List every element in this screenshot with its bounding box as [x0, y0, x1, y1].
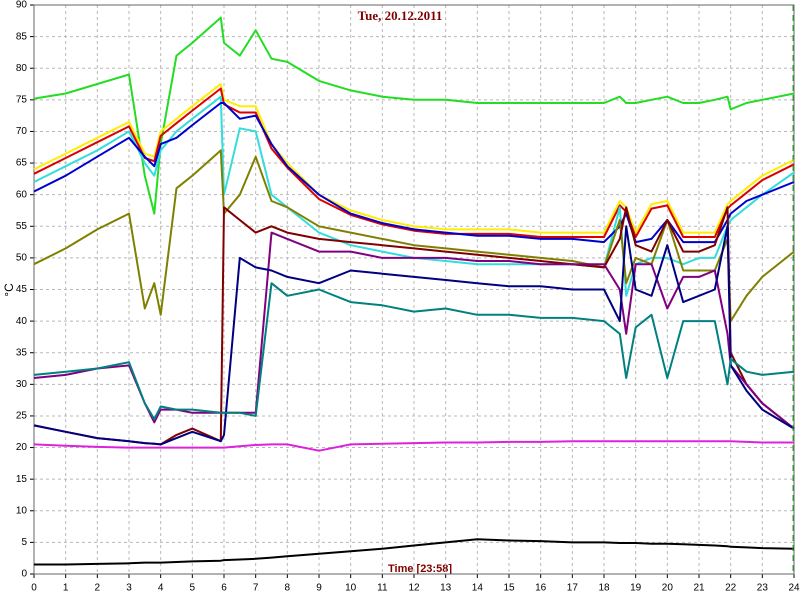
x-tick-label: 2	[95, 583, 101, 594]
series-line	[33, 231, 795, 430]
x-tick-label: 14	[472, 583, 484, 594]
x-tick-label: 22	[725, 583, 737, 594]
y-tick-label: 50	[16, 253, 28, 264]
x-tick-label: 8	[285, 583, 291, 594]
series-line	[33, 149, 795, 323]
x-axis-label: Time [23:58]	[388, 563, 452, 575]
x-tick-label: 21	[693, 583, 705, 594]
x-tick-label: 5	[190, 583, 196, 594]
series-line	[33, 83, 795, 234]
y-axis-label: °C	[2, 283, 16, 297]
x-tick-label: 15	[503, 583, 515, 594]
y-tick-label: 85	[16, 31, 28, 42]
series-line	[33, 87, 795, 238]
x-tick-label: 11	[377, 583, 388, 594]
y-tick-label: 60	[16, 189, 28, 200]
y-tick-label: 0	[21, 569, 27, 580]
x-tick-label: 3	[126, 583, 132, 594]
x-tick-label: 9	[316, 583, 322, 594]
y-tick-label: 40	[16, 316, 28, 327]
x-tick-label: 17	[567, 583, 579, 594]
x-tick-label: 24	[788, 583, 800, 594]
y-tick-label: 30	[16, 379, 28, 390]
y-tick-label: 75	[16, 94, 28, 105]
x-tick-label: 10	[345, 583, 357, 594]
x-tick-label: 20	[662, 583, 674, 594]
series-line	[33, 102, 795, 244]
y-tick-label: 25	[16, 411, 28, 422]
series-line	[34, 538, 795, 566]
x-tick-label: 0	[31, 583, 37, 594]
x-tick-label: 18	[598, 583, 610, 594]
x-tick-label: 7	[253, 583, 259, 594]
x-tick-label: 19	[630, 583, 642, 594]
series-line	[33, 440, 794, 452]
x-tick-label: 6	[221, 583, 227, 594]
x-tick-label: 4	[158, 583, 164, 594]
series-line	[33, 95, 795, 297]
y-tick-label: 65	[16, 158, 28, 169]
series-line	[33, 282, 795, 421]
y-tick-label: 20	[16, 442, 28, 453]
x-tick-label: 13	[440, 583, 452, 594]
y-tick-label: 45	[16, 284, 28, 295]
x-tick-label: 23	[757, 583, 769, 594]
y-tick-label: 55	[16, 221, 28, 232]
y-tick-label: 90	[16, 0, 28, 11]
y-tick-label: 10	[16, 505, 28, 516]
y-tick-label: 15	[16, 474, 28, 485]
x-tick-label: 1	[63, 583, 69, 594]
plot-frame	[33, 4, 795, 575]
x-tick-label: 16	[535, 583, 547, 594]
y-tick-label: 80	[16, 63, 28, 74]
y-tick-label: 70	[16, 126, 28, 137]
chart-title: Tue, 20.12.2011	[358, 8, 443, 23]
y-tick-label: 35	[16, 347, 28, 358]
x-tick-label: 12	[408, 583, 420, 594]
y-tick-label: 5	[21, 537, 27, 548]
series-line	[33, 225, 795, 446]
